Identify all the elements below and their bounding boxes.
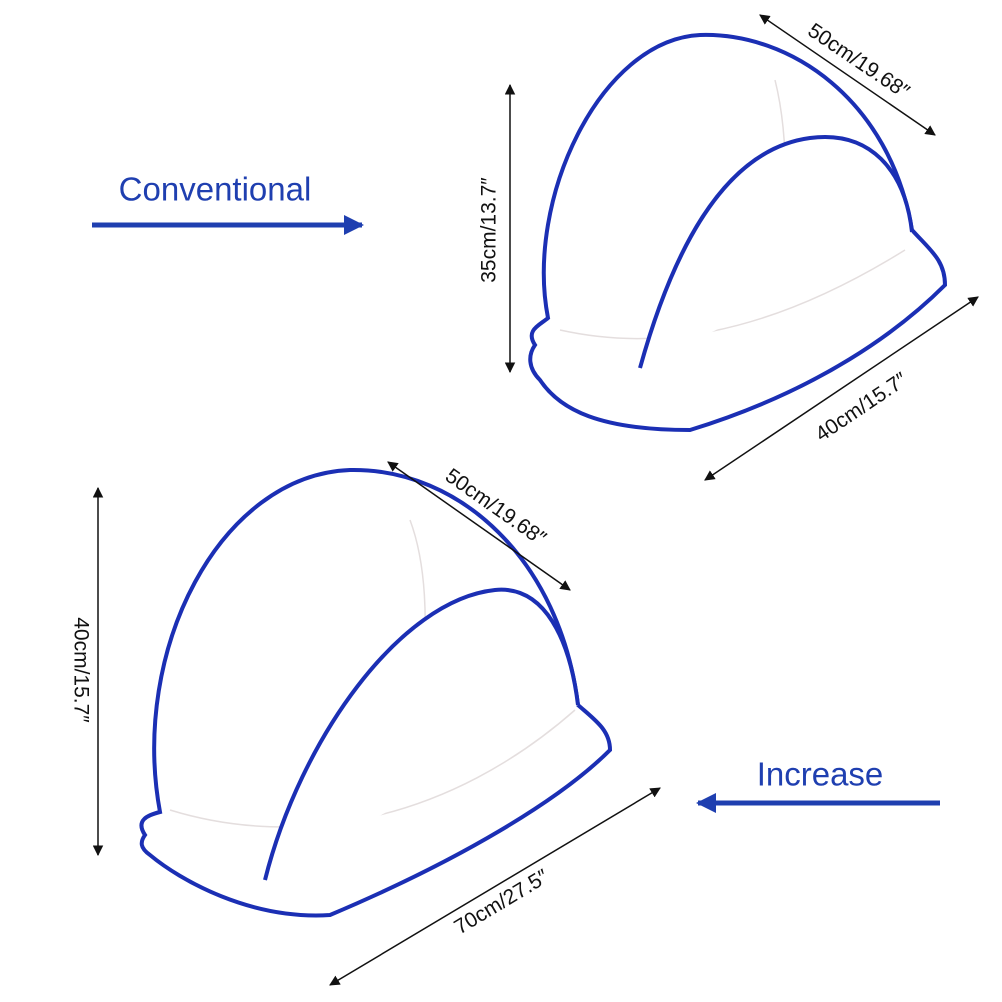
dimension-line [704,296,979,481]
depth-label: 40cm/15.7″ [811,368,912,446]
depth-label: 70cm/27.5″ [450,865,553,939]
height-label: 40cm/15.7″ [69,617,92,723]
conventional-label: Conventional [119,171,312,208]
dimension-line [329,787,661,986]
dimension-line [387,461,571,591]
dimension-line [759,14,936,136]
height-label: 35cm/13.7″ [478,177,501,283]
conventional-net [528,32,948,433]
increase-label: Increase [757,756,884,793]
